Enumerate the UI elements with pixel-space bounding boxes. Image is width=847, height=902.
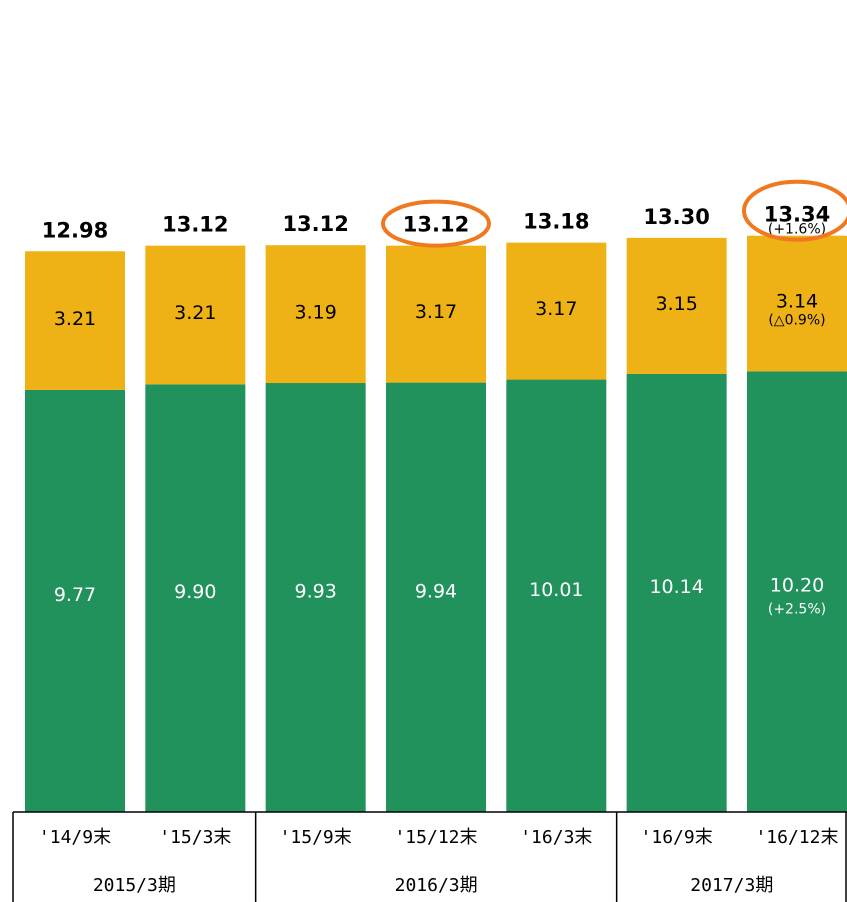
labels-layer: 9.77 3.21 12.98 9.90 3.21 13.12 9.93 3.19 13.12 9… [42, 179, 847, 618]
lower-value-label-1: 9.90 [174, 581, 216, 603]
bar-lower-0 [25, 389, 125, 812]
lower-value-label-2: 9.93 [295, 581, 337, 603]
period-label-2: 2017/3期 [690, 875, 773, 896]
total-change-note: (+1.6%) [768, 222, 826, 238]
upper-value-label-4: 3.17 [535, 298, 577, 320]
category-label-0: '14/9末 [39, 827, 111, 848]
bar-upper-3 [385, 245, 486, 383]
period-label-0: 2015/3期 [93, 875, 176, 896]
category-label-2: '15/9末 [280, 827, 352, 848]
lower-value-label-4: 10.01 [529, 579, 583, 601]
category-label-4: '16/3末 [520, 827, 592, 848]
total-label-2: 13.12 [282, 212, 348, 236]
bar-upper-4 [506, 242, 607, 380]
upper-value-label-3: 3.17 [415, 301, 457, 323]
bars-layer [25, 235, 847, 812]
bar-upper-2 [265, 245, 366, 384]
highlight-ring-6 [741, 179, 847, 242]
total-label-4: 13.18 [523, 210, 589, 234]
bar-lower-6 [746, 371, 847, 812]
upper-change-note: (△0.9%) [768, 313, 825, 329]
total-label-3: 13.12 [403, 213, 469, 237]
bar-lower-4 [506, 379, 607, 812]
bar-upper-1 [145, 245, 246, 385]
upper-value-label-5: 3.15 [655, 293, 697, 315]
lower-value-label-3: 9.94 [415, 580, 457, 602]
upper-value-label-2: 3.19 [295, 301, 337, 323]
bar-lower-3 [385, 382, 486, 812]
lower-change-note: (+2.5%) [768, 602, 826, 618]
bar-upper-5 [626, 237, 727, 374]
bar-lower-1 [145, 384, 246, 812]
period-label-1: 2016/3期 [395, 875, 478, 896]
lower-value-label-5: 10.14 [649, 576, 703, 598]
upper-value-label-0: 3.21 [54, 308, 96, 330]
upper-value-label-6: 3.14 [776, 291, 818, 313]
bar-lower-5 [626, 373, 727, 812]
total-label-1: 13.12 [162, 213, 228, 237]
category-label-5: '16/9末 [641, 827, 713, 848]
upper-value-label-1: 3.21 [174, 302, 216, 324]
bar-upper-6 [746, 235, 847, 372]
total-label-0: 12.98 [42, 218, 108, 242]
lower-value-label-6: 10.20 [770, 575, 824, 597]
category-axis-table: 2015/3期 2016/3期 2017/3期 '14/9末 '15/3末 '15/9末 '… [12, 811, 847, 902]
category-label-1: '15/3末 [159, 827, 231, 848]
bar-lower-2 [265, 383, 366, 812]
lower-value-label-0: 9.77 [54, 584, 96, 606]
category-label-6: '16/12末 [755, 827, 838, 848]
total-label-6: 13.34 [764, 203, 830, 227]
total-label-5: 13.30 [643, 205, 709, 229]
bar-upper-0 [25, 251, 125, 390]
category-label-3: '15/12末 [394, 827, 477, 848]
highlight-ring-3 [380, 199, 491, 248]
